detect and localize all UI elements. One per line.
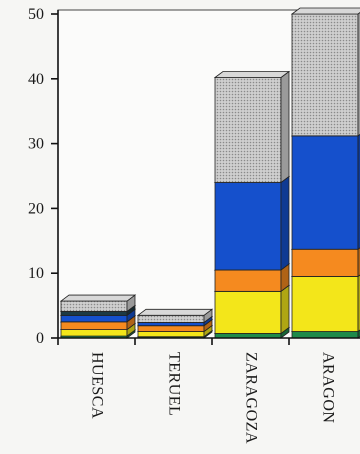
y-tick-label: 10: [28, 265, 44, 282]
bar-front: [60, 311, 128, 316]
bar-top: [136, 308, 214, 316]
bar-front: [291, 331, 359, 339]
bar-segment: [290, 7, 360, 137]
bar-front: [137, 325, 205, 332]
y-axis: 0 10 20 30 40 50: [28, 6, 59, 347]
y-tick-label: 0: [36, 330, 44, 347]
y-tick-label: 50: [28, 6, 44, 23]
bar-segment: [59, 294, 137, 313]
x-category-label: ZARAGOZA: [243, 352, 260, 444]
bar-front: [214, 290, 282, 334]
bar-side: [280, 175, 290, 271]
bar-side: [280, 284, 290, 335]
bar-front: [291, 13, 359, 137]
x-category-label: TERUEL: [166, 352, 183, 416]
x-category-label: ARAGON: [320, 352, 337, 423]
y-tick-label: 30: [28, 136, 44, 153]
bar-front: [214, 182, 282, 271]
x-category-label: HUESCA: [89, 352, 106, 419]
bar-front: [291, 135, 359, 250]
bar-side: [280, 70, 290, 184]
bar-top: [213, 71, 291, 78]
bar-front: [291, 248, 359, 277]
bar-front: [137, 331, 205, 338]
bar-segment: [290, 129, 360, 251]
y-tick-label: 40: [28, 71, 44, 88]
bar-front: [137, 322, 205, 327]
bar-front: [291, 276, 359, 332]
bar-segment: [213, 175, 291, 271]
bar-segment: [136, 308, 214, 324]
y-tick-label: 20: [28, 200, 44, 217]
bar-segment: [213, 70, 291, 184]
bar-front: [60, 321, 128, 330]
bar-top: [290, 7, 360, 15]
bar-front: [60, 314, 128, 323]
bar-front: [60, 300, 128, 312]
bar-front: [214, 269, 282, 292]
bar-top: [59, 294, 137, 302]
bar-front: [60, 329, 128, 337]
bar-front: [214, 77, 282, 183]
x-axis: HUESCA TERUEL ZARAGOZA ARAGON: [57, 337, 360, 444]
bar-front: [137, 314, 205, 323]
bars-group: [59, 7, 360, 339]
bar-segment: [213, 284, 291, 335]
bar-segment: [290, 270, 360, 333]
